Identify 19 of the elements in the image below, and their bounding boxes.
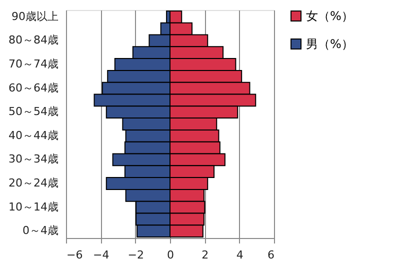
y-tick-label: 60～64歳 [8, 81, 58, 94]
y-tick-label: 30～34歳 [8, 152, 58, 166]
y-tick-label: 20～24歳 [8, 176, 58, 190]
x-tick-label: −2 [128, 248, 144, 262]
y-tick-label: 10～14歳 [8, 200, 58, 214]
y-tick-label: 50～54歳 [8, 105, 58, 118]
x-tick-label: 4 [236, 248, 244, 262]
y-tick-label: 90歳以上 [12, 10, 58, 23]
x-tick-label: 2 [202, 248, 209, 262]
x-tick-label: 6 [268, 248, 274, 262]
legend-label: 男（%） [306, 37, 354, 51]
x-tick-label: −4 [93, 248, 110, 262]
y-tick-label: 70～74歳 [8, 58, 58, 70]
x-tick-label: 0 [167, 248, 174, 262]
y-tick-label: 0～4歳 [22, 224, 58, 238]
y-tick-label: 40～44歳 [8, 128, 58, 142]
legend-label: 女（%） [306, 9, 354, 23]
y-tick-label: 80～84歳 [8, 34, 58, 47]
x-tick-label: −6 [66, 248, 83, 262]
